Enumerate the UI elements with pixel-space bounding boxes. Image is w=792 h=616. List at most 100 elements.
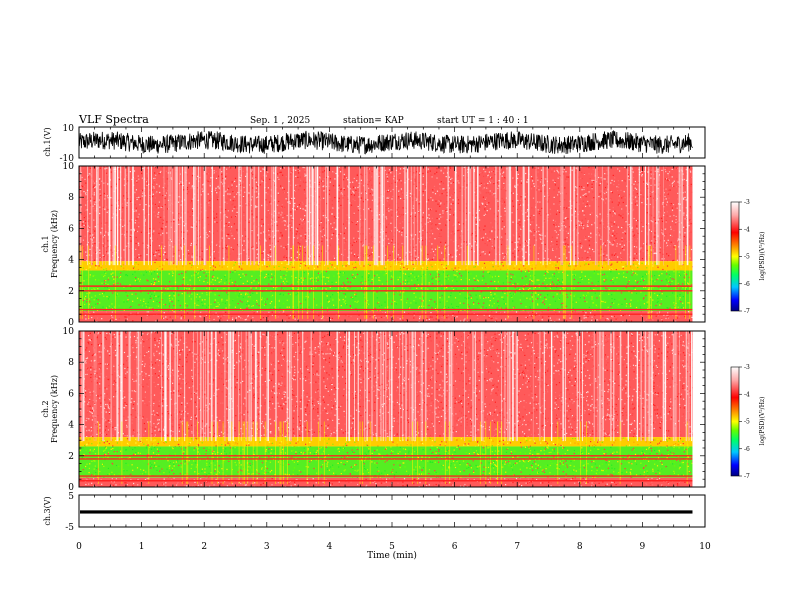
spec1-pixel [334,267,335,268]
spec1-pixel [545,287,546,288]
spec1-pixel [95,265,96,266]
spec1-pixel [491,171,492,172]
spec1-pixel [213,250,214,251]
spec1-pixel [111,172,112,173]
spec1-pixel [290,227,291,228]
spec1-pixel [617,256,618,257]
spec1-pixel [651,240,652,241]
spec1-pixel [567,218,568,219]
spec1-pixel [145,259,146,260]
spec1-pixel [484,226,485,227]
spec1-pixel [666,188,667,189]
spec1-pixel [388,224,389,225]
spec1-pixel [559,223,560,224]
spec1-pixel [94,260,95,261]
spec1-pixel [616,238,617,239]
spec1-pixel [431,228,432,229]
spec1-pixel [434,255,435,256]
spec1-pixel [647,186,648,187]
spec1-pixel [479,191,480,192]
spec1-pixel [209,184,210,185]
spec1-pixel [493,182,494,183]
spec1-pixel [415,256,416,257]
spec1-pixel [534,231,535,232]
spec1-pixel [436,172,437,173]
spec1-pixel [647,184,648,185]
spec1-pixel [304,215,305,216]
spec1-pixel [587,226,588,227]
spec1-pixel [584,264,585,265]
spec1-pixel [248,195,249,196]
spec1-pixel [285,267,286,268]
spec1-pixel [432,192,433,193]
spec1-pixel [691,184,692,185]
spec1-pixel [136,265,137,266]
spec1-pixel [280,232,281,233]
spec1-pixel [623,266,624,267]
spec1-pixel [493,171,494,172]
spec1-pixel [370,209,371,210]
spec1-pixel [402,230,403,231]
spec1-pixel [268,210,269,211]
spec1-pixel [151,271,152,272]
spec1-pixel [544,166,545,167]
spec1-pixel [575,186,576,187]
spec1-pixel [559,212,560,213]
spec1-pixel [531,234,532,235]
spec1-pixel [245,294,246,295]
spec1-pixel [651,215,652,216]
spec1-pixel [585,239,586,240]
spec1-pixel [358,231,359,232]
spec1-pixel [166,193,167,194]
spec1-pixel [141,173,142,174]
spec1-pixel [300,219,301,220]
spec1-pixel [304,167,305,168]
spec1-pixel [398,249,399,250]
spec1-pixel [378,277,379,278]
spec1-pixel [154,212,155,213]
spec1-pixel [672,208,673,209]
spec1-pixel [442,213,443,214]
spec1-pixel [553,224,554,225]
spec1-pixel [127,295,128,296]
spec1-pixel [530,230,531,231]
spec1-pixel [83,245,84,246]
spec1-pixel [155,192,156,193]
spec1-pixel [400,268,401,269]
spec1-pixel [587,257,588,258]
spec1-pixel [494,259,495,260]
spec1-pixel [229,254,230,255]
spec1-pixel [439,297,440,298]
spec1-pixel [541,235,542,236]
spec1-pixel [257,197,258,198]
spec1-pixel [548,200,549,201]
spec1-pixel [650,178,651,179]
spec1-pixel [332,171,333,172]
spec1-pixel [333,255,334,256]
spec1-pixel [566,193,567,194]
spec1-pixel [568,246,569,247]
spec1-pixel [517,223,518,224]
spec1-pixel [403,267,404,268]
spec1-pixel [670,226,671,227]
spec1-pixel [165,304,166,305]
spec1-pixel [566,181,567,182]
spec1-pixel [435,264,436,265]
spec1-pixel [502,176,503,177]
spec1-pixel [391,198,392,199]
spec1-pixel [358,254,359,255]
spec1-pixel [99,250,100,251]
spec1-pixel [463,199,464,200]
spec1-pixel [104,193,105,194]
spec1-pixel [268,259,269,260]
spec1-pixel [598,232,599,233]
spec1-pixel [164,198,165,199]
spec1-pixel [434,238,435,239]
spec1-pixel [304,223,305,224]
spec1-pixel [486,202,487,203]
spec1-pixel [334,222,335,223]
spec1-pixel [443,183,444,184]
spec1-pixel [598,253,599,254]
spec1-pixel [209,200,210,201]
spec1-pixel [363,265,364,266]
